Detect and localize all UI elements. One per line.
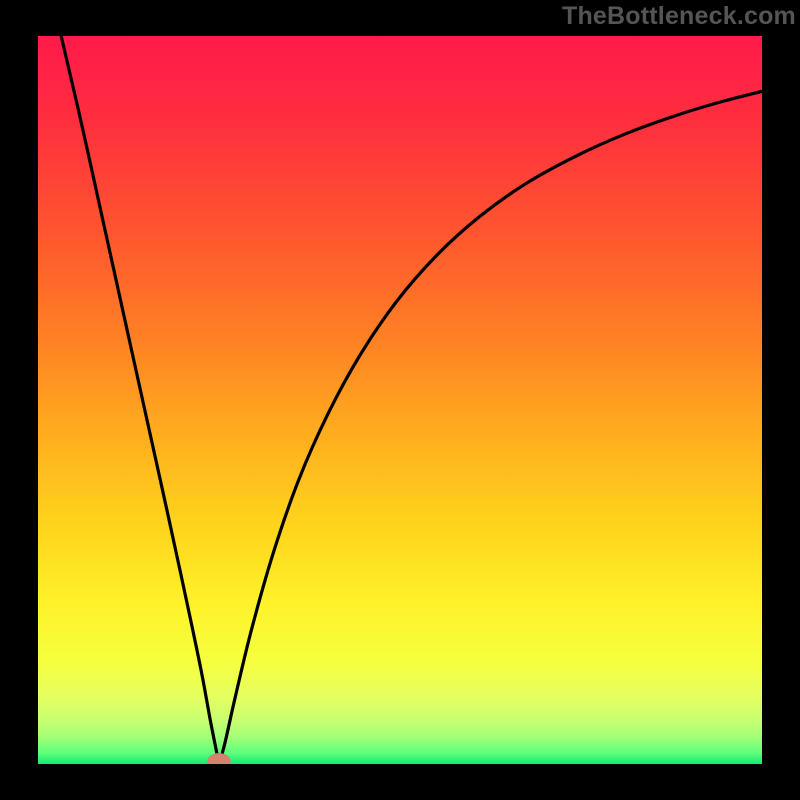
plot-area <box>38 36 762 764</box>
watermark-text: TheBottleneck.com <box>562 2 796 31</box>
gradient-background <box>38 36 762 764</box>
chart-frame: TheBottleneck.com <box>0 0 800 800</box>
bottleneck-line-chart <box>38 36 762 764</box>
